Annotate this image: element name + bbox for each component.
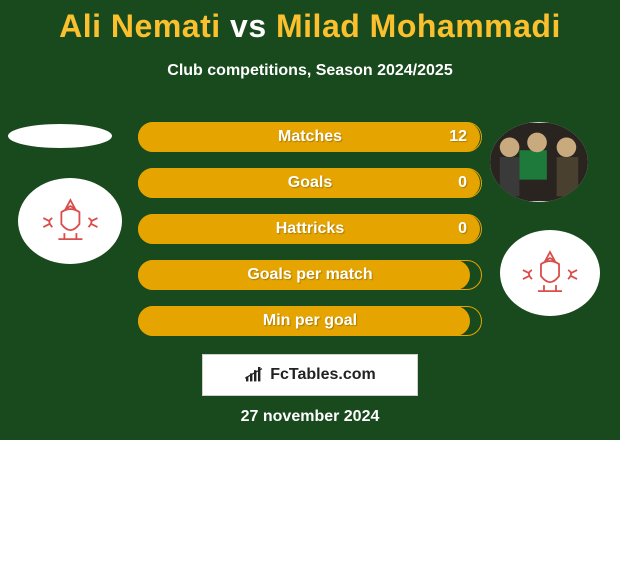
title-player1: Ali Nemati	[59, 8, 220, 44]
page-title: Ali Nemati vs Milad Mohammadi	[0, 8, 620, 45]
stat-bar: Matches12	[138, 122, 482, 152]
stat-bar-value: 0	[458, 169, 467, 197]
stat-bar-value: 12	[449, 123, 467, 151]
stat-bar: Min per goal	[138, 306, 482, 336]
brand-label: FcTables.com	[270, 366, 376, 384]
title-player2: Milad Mohammadi	[276, 8, 561, 44]
title-vs: vs	[230, 8, 267, 44]
trophy-crest-icon	[515, 243, 585, 303]
stat-bar: Hattricks0	[138, 214, 482, 244]
stat-bar-label: Min per goal	[139, 307, 481, 335]
stat-bar: Goals0	[138, 168, 482, 198]
bar-chart-icon	[244, 367, 264, 383]
stat-bars: Matches12Goals0Hattricks0Goals per match…	[138, 122, 482, 352]
player2-photo	[490, 122, 588, 202]
player1-shadow-ellipse	[8, 124, 112, 148]
stat-bar-label: Goals per match	[139, 261, 481, 289]
player1-club-logo	[18, 178, 122, 264]
brand-box: FcTables.com	[202, 354, 418, 396]
date-label: 27 november 2024	[0, 408, 620, 426]
player2-club-logo	[500, 230, 600, 316]
background-bottom	[0, 440, 620, 580]
photo-placeholder-icon	[490, 122, 588, 202]
stat-bar: Goals per match	[138, 260, 482, 290]
stat-bar-label: Goals	[139, 169, 481, 197]
stat-bar-value: 0	[458, 215, 467, 243]
subtitle: Club competitions, Season 2024/2025	[0, 62, 620, 80]
stat-bar-label: Matches	[139, 123, 481, 151]
trophy-crest-icon	[34, 191, 107, 251]
stat-bar-label: Hattricks	[139, 215, 481, 243]
